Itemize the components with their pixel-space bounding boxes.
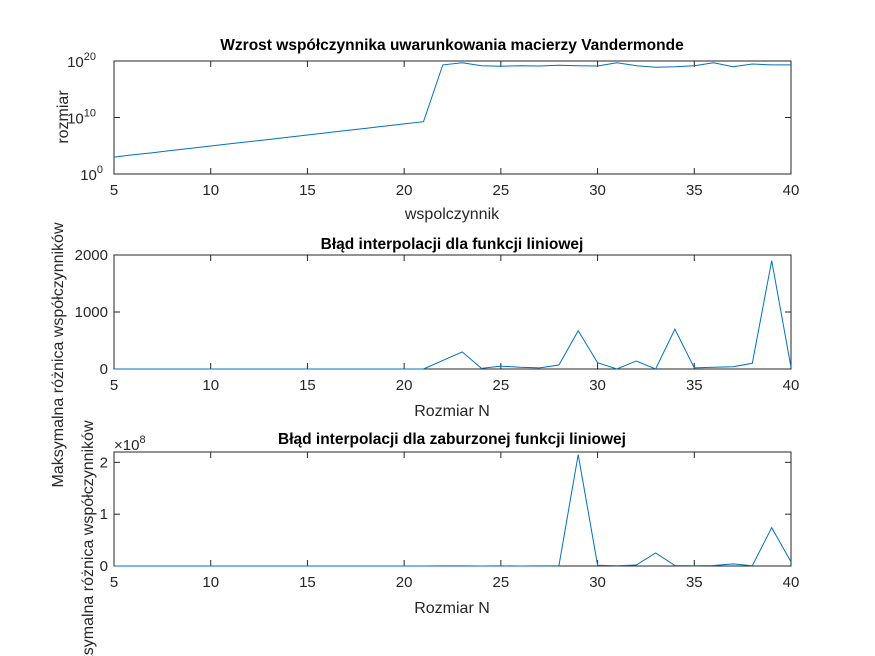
axes-3-xtick-label: 35 [686, 574, 703, 591]
axes-1-ytick-label: 100 [80, 164, 103, 184]
axes-3-xtick-label: 15 [299, 574, 316, 591]
axes-1-ytick-label: 1010 [67, 108, 96, 128]
axes-1-box [113, 60, 792, 175]
axes-2: Błąd interpolacji dla funkcji liniowej R… [50, 222, 799, 487]
axes-1-ytick-exponent: 10 [84, 108, 96, 120]
axes-3-box [113, 451, 792, 567]
axes-1-xtick-label: 15 [299, 182, 316, 199]
axes-3-xtick-label: 5 [110, 574, 118, 591]
axes-1-series-line [113, 62, 791, 158]
axes-3-xlabel: Rozmiar N [414, 600, 490, 617]
axes-2-xtick-label: 25 [493, 377, 510, 394]
axes-3-series-line [114, 454, 792, 567]
axes-3: Błąd interpolacji dla zaburzonej funkcji… [80, 420, 799, 656]
axes-2-xtick-label: 40 [783, 377, 800, 394]
axes-2-xlabel: Rozmiar N [414, 403, 490, 420]
axes-2-title: Błąd interpolacji dla funkcji liniowej [321, 236, 584, 253]
axes-3-xtick-label: 30 [589, 574, 606, 591]
axes-1-xtick-label: 30 [589, 182, 606, 199]
axes-2-ytick-label: 0 [100, 361, 108, 378]
axes-1-xtick-label: 35 [686, 182, 703, 199]
axes-1-xtick-label: 10 [202, 182, 219, 199]
axes-1-xlabel: wspolczynnik [404, 206, 500, 223]
axes-1-ylabel: rozmiar [55, 90, 72, 144]
axes-2-box [113, 254, 792, 370]
axes-2-xtick-label: 35 [686, 377, 703, 394]
axes-1-xtick-label: 40 [783, 182, 800, 199]
axes-2-xtick-label: 20 [396, 377, 413, 394]
axes-3-exponent-power: 8 [139, 434, 145, 446]
axes-2-ylabel: Maksymalna różnica współczynników [50, 222, 67, 487]
axes-2-xtick-label: 15 [299, 377, 316, 394]
axes-3-xtick-label: 20 [396, 574, 413, 591]
axes-1-ytick-exponent: 0 [97, 164, 103, 176]
axes-3-ticks: 5 10 15 20 25 30 35 40 0 1 2 [100, 452, 800, 591]
axes-3-title: Błąd interpolacji dla zaburzonej funkcji… [278, 431, 626, 448]
axes-3-xtick-label: 40 [783, 574, 800, 591]
axes-2-series-line [114, 260, 792, 370]
axes-1-ytick-label: 1020 [67, 51, 96, 71]
axes-2-xtick-label: 10 [202, 377, 219, 394]
axes-3-ytick-label: 2 [100, 454, 108, 471]
axes-1-xtick-label: 20 [396, 182, 413, 199]
axes-1-ytick-exponent: 20 [84, 51, 96, 63]
axes-2-xtick-label: 5 [110, 377, 118, 394]
axes-1-title: Wzrost współczynnika uwarunkowania macie… [220, 37, 684, 54]
axes-3-ytick-label: 1 [100, 506, 108, 523]
axes-2-ytick-label: 2000 [75, 247, 108, 264]
axes-1-xtick-label: 25 [493, 182, 510, 199]
axes-3-exponent-base: ×10 [114, 437, 139, 454]
axes-1-xtick-label: 5 [110, 182, 118, 199]
axes-1: Wzrost współczynnika uwarunkowania macie… [55, 37, 799, 223]
axes-2-ytick-label: 1000 [75, 304, 108, 321]
axes-3-exponent-label: ×108 [114, 434, 146, 454]
axes-3-xtick-label: 10 [202, 574, 219, 591]
axes-3-ylabel: Maksymalna różnica współczynników [80, 420, 97, 656]
axes-3-xtick-label: 25 [493, 574, 510, 591]
axes-2-xtick-label: 30 [589, 377, 606, 394]
axes-3-ytick-label: 0 [100, 558, 108, 575]
axes-2-ticks: 5 10 15 20 25 30 35 40 0 1000 2000 [75, 247, 800, 394]
